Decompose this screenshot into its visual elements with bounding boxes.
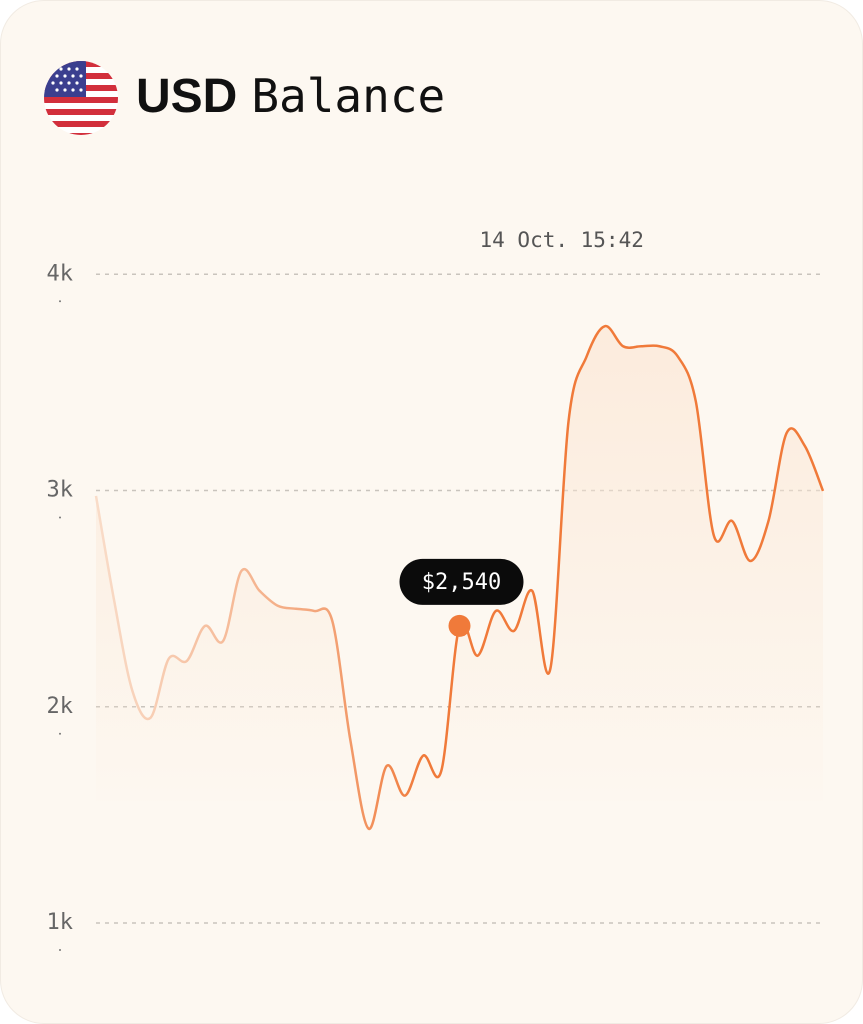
title-prefix: USD — [136, 70, 237, 123]
tooltip-bg — [399, 558, 524, 605]
y-tick-dot — [59, 516, 61, 519]
y-tick-label: 2k — [47, 694, 74, 719]
y-tick-label: 4k — [47, 261, 74, 286]
y-tick-dot — [59, 732, 61, 735]
y-tick-label: 1k — [47, 910, 74, 935]
flag-icon — [44, 61, 118, 135]
tooltip-text: $2,540 — [422, 570, 501, 595]
highlight-point — [448, 614, 471, 637]
chart-title: USD Balance — [136, 69, 445, 123]
date-label: 14 Oct. 15:42 — [480, 228, 644, 252]
y-tick-dot — [59, 300, 61, 303]
y-tick-dot — [59, 949, 61, 951]
y-tick-label: 3k — [47, 478, 74, 503]
area — [96, 326, 823, 829]
title-text: Balance — [251, 69, 445, 123]
